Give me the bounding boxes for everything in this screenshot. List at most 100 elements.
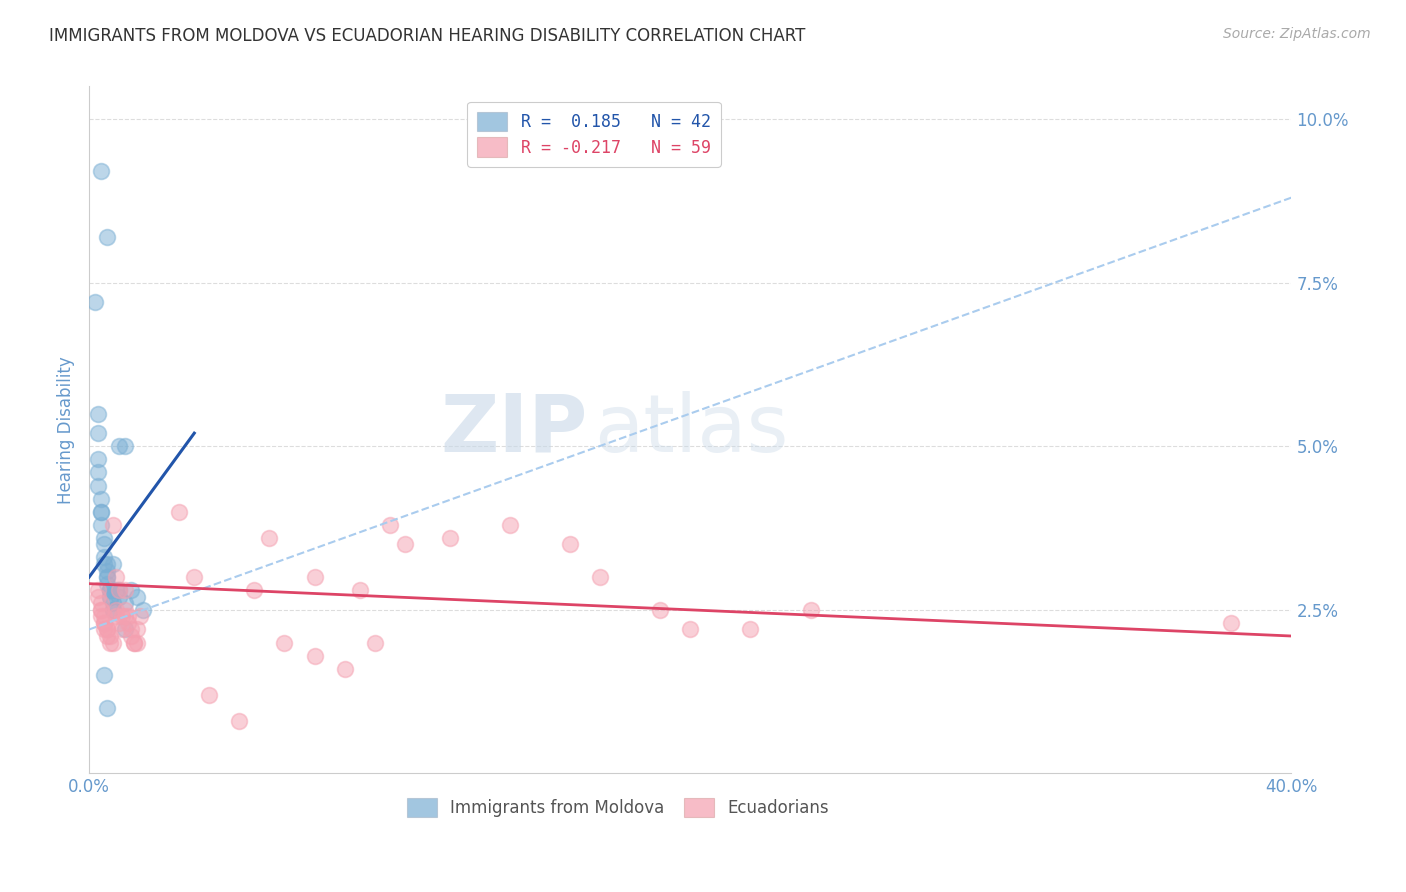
Point <box>120 583 142 598</box>
Point <box>90 505 112 519</box>
Point <box>93 550 115 565</box>
Point <box>114 439 136 453</box>
Point <box>108 583 131 598</box>
Point <box>105 603 128 617</box>
Point <box>96 623 118 637</box>
Point <box>111 609 134 624</box>
Point <box>90 596 112 610</box>
Point <box>93 615 115 630</box>
Point <box>228 714 250 728</box>
Point <box>114 596 136 610</box>
Point <box>114 623 136 637</box>
Point <box>96 701 118 715</box>
Point <box>114 609 136 624</box>
Point <box>117 609 139 624</box>
Point <box>90 164 112 178</box>
Point <box>304 648 326 663</box>
Point <box>589 570 612 584</box>
Point <box>98 629 121 643</box>
Point <box>394 537 416 551</box>
Point <box>90 603 112 617</box>
Point <box>101 517 124 532</box>
Legend: Immigrants from Moldova, Ecuadorians: Immigrants from Moldova, Ecuadorians <box>401 791 837 823</box>
Point <box>90 603 112 617</box>
Point <box>105 609 128 624</box>
Point <box>259 531 281 545</box>
Point <box>679 623 702 637</box>
Point <box>96 570 118 584</box>
Point <box>98 583 121 598</box>
Point <box>167 505 190 519</box>
Point <box>98 583 121 598</box>
Point <box>87 466 110 480</box>
Point <box>90 491 112 506</box>
Point <box>101 596 124 610</box>
Point <box>87 590 110 604</box>
Point <box>87 407 110 421</box>
Point <box>129 609 152 624</box>
Point <box>333 662 356 676</box>
Point <box>93 537 115 551</box>
Point <box>1220 615 1243 630</box>
Point <box>349 583 371 598</box>
Text: IMMIGRANTS FROM MOLDOVA VS ECUADORIAN HEARING DISABILITY CORRELATION CHART: IMMIGRANTS FROM MOLDOVA VS ECUADORIAN HE… <box>49 27 806 45</box>
Point <box>108 583 131 598</box>
Point <box>93 668 115 682</box>
Point <box>87 478 110 492</box>
Point <box>101 635 124 649</box>
Point <box>87 452 110 467</box>
Point <box>127 623 149 637</box>
Point <box>93 615 115 630</box>
Point <box>183 570 205 584</box>
Point <box>117 615 139 630</box>
Point <box>96 557 118 571</box>
Point <box>87 426 110 441</box>
Point <box>93 623 115 637</box>
Point <box>132 603 155 617</box>
Point <box>90 505 112 519</box>
Point <box>96 570 118 584</box>
Text: atlas: atlas <box>595 391 789 469</box>
Point <box>96 576 118 591</box>
Point <box>108 590 131 604</box>
Point <box>127 635 149 649</box>
Point <box>101 603 124 617</box>
Point <box>114 603 136 617</box>
Point <box>108 439 131 453</box>
Point <box>243 583 266 598</box>
Point <box>93 531 115 545</box>
Point <box>111 623 134 637</box>
Point <box>93 557 115 571</box>
Point <box>90 517 112 532</box>
Point <box>439 531 461 545</box>
Point <box>96 230 118 244</box>
Point <box>98 635 121 649</box>
Point <box>96 564 118 578</box>
Point <box>96 629 118 643</box>
Text: ZIP: ZIP <box>441 391 588 469</box>
Text: Source: ZipAtlas.com: Source: ZipAtlas.com <box>1223 27 1371 41</box>
Point <box>108 615 131 630</box>
Y-axis label: Hearing Disability: Hearing Disability <box>58 356 75 504</box>
Point <box>98 590 121 604</box>
Point <box>93 609 115 624</box>
Point <box>98 590 121 604</box>
Point <box>799 603 821 617</box>
Point <box>499 517 522 532</box>
Point <box>304 570 326 584</box>
Point <box>105 583 128 598</box>
Point <box>87 583 110 598</box>
Point <box>105 570 128 584</box>
Point <box>740 623 762 637</box>
Point <box>650 603 672 617</box>
Point <box>101 603 124 617</box>
Point <box>198 688 221 702</box>
Point <box>120 623 142 637</box>
Point <box>98 583 121 598</box>
Point <box>558 537 581 551</box>
Point <box>363 635 385 649</box>
Point <box>120 629 142 643</box>
Point <box>273 635 295 649</box>
Point <box>90 609 112 624</box>
Point <box>127 590 149 604</box>
